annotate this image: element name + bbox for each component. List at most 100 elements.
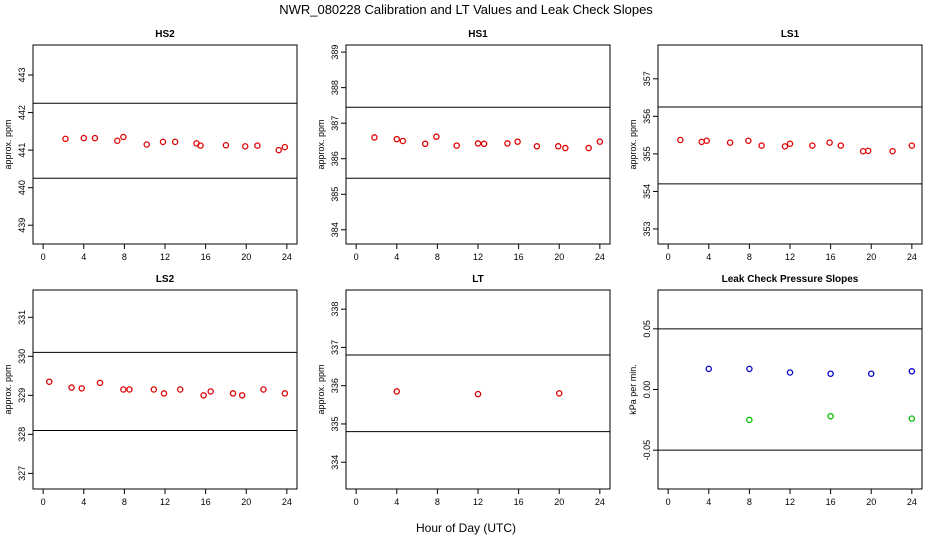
plot-frame [32,44,298,245]
x-tick-label: 8 [435,497,440,507]
data-point-green [746,416,753,424]
data-point-red [677,136,684,144]
data-point-red [562,144,569,152]
data-point-green [827,412,834,420]
data-point-red [159,138,167,146]
y-axis-label: approx. ppm [3,119,13,169]
y-tick-label: 386 [330,151,340,166]
y-tick-label: 334 [330,455,340,470]
data-point-red [859,148,867,155]
data-point-red [809,142,816,149]
y-tick-label: 356 [642,109,652,124]
x-axis-label: Hour of Day (UTC) [416,521,516,535]
x-tick-label: 12 [160,252,170,262]
y-tick-label: 443 [17,68,27,83]
panel-title: LS1 [781,29,800,40]
data-point-red [120,386,127,393]
data-point-red [114,137,121,144]
x-tick-label: 0 [41,497,46,507]
data-point-red [62,135,69,143]
data-point-red [275,146,282,154]
data-point-red [45,378,53,385]
y-axis-label: kPa per min. [628,364,638,415]
x-tick-label: 8 [747,252,752,262]
y-tick-label: 354 [642,184,652,199]
y-axis-label: approx. ppm [3,364,13,414]
x-tick-label: 8 [122,252,127,262]
data-point-red [826,139,833,146]
data-point-red [80,134,88,142]
data-point-red [260,386,267,393]
figure-title: NWR_080228 Calibration and LT Values and… [279,2,653,17]
data-point-red [555,390,563,397]
data-point-red [585,144,592,152]
data-point-red [171,138,179,146]
data-point-red [421,140,429,148]
plot-frame [657,44,923,245]
data-point-red [78,385,85,392]
x-tick-label: 24 [282,497,292,507]
x-tick-label: 0 [666,252,671,262]
data-point-red [554,143,562,150]
data-point-red [281,390,289,397]
data-point-red [504,140,511,147]
data-point-red [399,137,407,145]
plot-frame [345,289,611,490]
y-tick-label: 0.00 [642,381,652,399]
x-tick-label: 0 [354,252,359,262]
x-tick-label: 16 [826,497,836,507]
y-tick-label: 387 [330,116,340,131]
x-tick-label: 24 [907,252,917,262]
y-tick-label: 330 [17,349,27,364]
x-tick-label: 12 [473,497,483,507]
y-tick-label: 439 [17,218,27,233]
panel-1: HS2 0 4 8 12 16 20 24 439 440 441 442 443 approx. ppm [3,29,298,262]
x-tick-label: 0 [41,252,46,262]
y-tick-label: 336 [330,378,340,393]
data-point-red [126,386,133,393]
panel-5: LT 0 4 8 12 16 20 24 334 335 336 337 338 approx. ppm [316,274,611,507]
data-point-green [908,415,916,422]
data-point-blue [908,368,916,375]
panel-title: LT [472,274,483,285]
data-point-red [160,390,168,397]
data-point-red [703,137,710,144]
data-point-red [514,138,521,145]
y-tick-label: 329 [17,388,27,403]
x-tick-label: 24 [595,497,605,507]
x-tick-label: 24 [907,497,917,507]
y-tick-label: 385 [330,187,340,202]
x-tick-label: 16 [514,497,524,507]
data-point-blue [827,370,834,377]
x-tick-label: 16 [514,252,524,262]
data-point-red [745,137,752,144]
x-tick-label: 0 [354,497,359,507]
data-point-red [474,390,482,398]
x-tick-label: 4 [81,497,86,507]
y-tick-label: 440 [17,180,27,195]
data-point-red [393,388,401,395]
data-point-blue [786,369,794,376]
data-point-red [433,133,440,140]
x-tick-label: 4 [394,252,399,262]
y-tick-label: -0.05 [642,440,652,461]
data-point-red [474,140,482,147]
x-tick-label: 20 [554,252,564,262]
x-tick-label: 8 [435,252,440,262]
y-tick-label: 331 [17,310,27,325]
data-point-red [207,388,214,395]
x-tick-label: 24 [595,252,605,262]
x-tick-label: 16 [201,497,211,507]
data-point-red [143,141,150,148]
data-point-red [393,135,401,143]
x-tick-label: 4 [394,497,399,507]
data-point-red [781,143,789,150]
data-point-red [200,392,207,399]
x-tick-label: 4 [706,497,711,507]
plot-frame [345,44,611,245]
data-point-blue [746,365,753,373]
x-tick-label: 12 [785,252,795,262]
data-point-red [241,143,249,150]
panel-2: HS1 0 4 8 12 16 20 24 384 385 386 387 388 389 approx. … [316,29,611,262]
